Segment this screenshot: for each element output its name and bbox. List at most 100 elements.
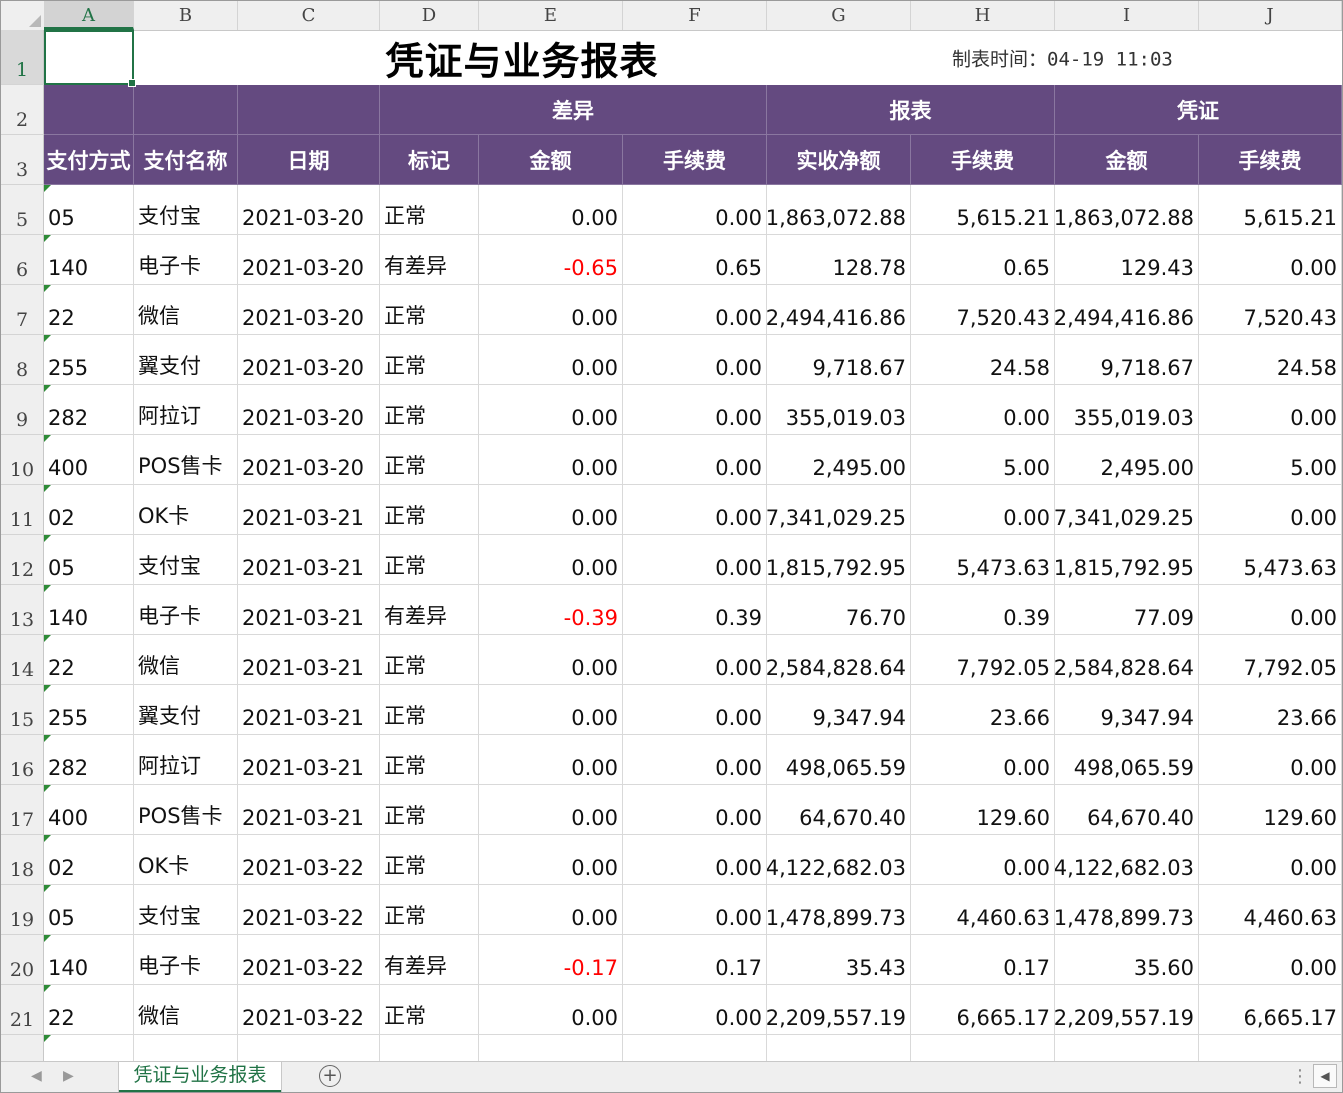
table-cell[interactable]: 翼支付 (134, 685, 238, 735)
row-header[interactable]: 14 (1, 635, 44, 685)
table-cell[interactable]: 255 (44, 685, 134, 735)
table-cell[interactable]: 282 (44, 385, 134, 435)
table-cell[interactable]: 7,341,029.25 (1055, 485, 1199, 535)
table-cell[interactable]: 0.00 (479, 685, 623, 735)
table-cell[interactable]: 4,122,682.03 (1055, 835, 1199, 885)
table-cell[interactable]: 355,019.03 (1055, 385, 1199, 435)
row-header[interactable]: 18 (1, 835, 44, 885)
table-cell[interactable]: 02 (44, 485, 134, 535)
table-cell[interactable]: 电子卡 (134, 235, 238, 285)
row-header-3[interactable]: 3 (1, 135, 44, 185)
table-cell[interactable]: 0.00 (1199, 835, 1342, 885)
table-cell[interactable]: 0.00 (479, 885, 623, 935)
table-cell[interactable]: 05 (44, 885, 134, 935)
table-cell[interactable]: POS售卡 (134, 785, 238, 835)
table-cell[interactable]: 7,792.05 (911, 635, 1055, 685)
table-cell[interactable]: 0.00 (623, 185, 767, 235)
table-cell[interactable]: 2021-03-21 (238, 635, 380, 685)
table-cell[interactable]: 0.00 (911, 835, 1055, 885)
row-header[interactable]: 6 (1, 235, 44, 285)
column-header-f[interactable]: F (623, 1, 767, 30)
table-cell[interactable]: 0.00 (1199, 235, 1342, 285)
table-cell[interactable]: 翼支付 (134, 335, 238, 385)
table-cell[interactable]: 1,863,072.88 (767, 185, 911, 235)
column-header-a[interactable]: A (44, 1, 134, 30)
table-cell[interactable]: 正常 (380, 485, 479, 535)
table-cell[interactable]: 140 (44, 235, 134, 285)
row-header[interactable]: 5 (1, 185, 44, 235)
table-cell[interactable]: -0.39 (479, 585, 623, 635)
empty-cell[interactable] (911, 1035, 1055, 1061)
table-cell[interactable]: 0.65 (623, 235, 767, 285)
table-cell[interactable]: 2021-03-22 (238, 835, 380, 885)
column-header-j[interactable]: J (1199, 1, 1342, 30)
table-cell[interactable]: 阿拉订 (134, 385, 238, 435)
table-cell[interactable]: 0.00 (623, 885, 767, 935)
table-cell[interactable]: 0.00 (479, 335, 623, 385)
table-cell[interactable]: 22 (44, 635, 134, 685)
table-cell[interactable]: 正常 (380, 985, 479, 1035)
table-cell[interactable]: 4,122,682.03 (767, 835, 911, 885)
table-cell[interactable]: 1,815,792.95 (1055, 535, 1199, 585)
table-cell[interactable]: 0.00 (623, 835, 767, 885)
table-cell[interactable]: 1,478,899.73 (767, 885, 911, 935)
table-cell[interactable]: 0.00 (623, 735, 767, 785)
table-cell[interactable]: 400 (44, 435, 134, 485)
table-cell[interactable]: 77.09 (1055, 585, 1199, 635)
table-cell[interactable]: 5,473.63 (911, 535, 1055, 585)
table-cell[interactable]: 400 (44, 785, 134, 835)
column-header-b[interactable]: B (134, 1, 238, 30)
table-cell[interactable]: 2021-03-20 (238, 435, 380, 485)
table-cell[interactable]: 282 (44, 735, 134, 785)
table-cell[interactable]: 2021-03-20 (238, 235, 380, 285)
table-cell[interactable]: -0.17 (479, 935, 623, 985)
column-header-c[interactable]: C (238, 1, 380, 30)
empty-cell[interactable] (479, 1035, 623, 1061)
table-cell[interactable]: 0.39 (623, 585, 767, 635)
table-cell[interactable]: 2021-03-21 (238, 685, 380, 735)
table-cell[interactable]: 正常 (380, 735, 479, 785)
column-header-g[interactable]: G (767, 1, 911, 30)
row-header[interactable]: 11 (1, 485, 44, 535)
table-cell[interactable]: 02 (44, 835, 134, 885)
table-cell[interactable]: 9,718.67 (767, 335, 911, 385)
table-cell[interactable]: 129.60 (911, 785, 1055, 835)
table-cell[interactable]: 6,665.17 (1199, 985, 1342, 1035)
table-cell[interactable]: 0.00 (1199, 735, 1342, 785)
table-cell[interactable]: 128.78 (767, 235, 911, 285)
table-cell[interactable]: 64,670.40 (1055, 785, 1199, 835)
table-cell[interactable]: 9,347.94 (767, 685, 911, 735)
table-cell[interactable]: 22 (44, 985, 134, 1035)
row-header[interactable]: 8 (1, 335, 44, 385)
table-cell[interactable]: 5,615.21 (911, 185, 1055, 235)
table-cell[interactable]: 有差异 (380, 585, 479, 635)
table-cell[interactable]: 0.00 (623, 985, 767, 1035)
row-header[interactable]: 7 (1, 285, 44, 335)
select-all-button[interactable] (1, 1, 45, 30)
selected-cell-a1[interactable] (44, 30, 136, 87)
table-cell[interactable]: 2,494,416.86 (1055, 285, 1199, 335)
table-cell[interactable]: 76.70 (767, 585, 911, 635)
table-cell[interactable]: 9,347.94 (1055, 685, 1199, 735)
table-cell[interactable]: 正常 (380, 385, 479, 435)
table-cell[interactable]: 5,615.21 (1199, 185, 1342, 235)
table-cell[interactable]: 正常 (380, 285, 479, 335)
table-cell[interactable]: 0.00 (1199, 385, 1342, 435)
table-cell[interactable]: 正常 (380, 885, 479, 935)
table-cell[interactable]: 有差异 (380, 935, 479, 985)
table-cell[interactable]: -0.65 (479, 235, 623, 285)
table-cell[interactable]: 4,460.63 (911, 885, 1055, 935)
table-cell[interactable]: 140 (44, 585, 134, 635)
table-cell[interactable]: 0.00 (623, 285, 767, 335)
row-header[interactable]: 16 (1, 735, 44, 785)
table-cell[interactable]: 7,520.43 (1199, 285, 1342, 335)
empty-cell[interactable] (1199, 1035, 1342, 1061)
table-cell[interactable]: 0.00 (479, 735, 623, 785)
empty-cell[interactable] (44, 1035, 134, 1061)
table-cell[interactable]: 正常 (380, 535, 479, 585)
table-cell[interactable]: 2021-03-20 (238, 285, 380, 335)
empty-cell[interactable] (380, 1035, 479, 1061)
scroll-left-icon[interactable]: ◀ (1313, 1064, 1337, 1088)
table-cell[interactable]: 2021-03-21 (238, 535, 380, 585)
table-cell[interactable]: 电子卡 (134, 935, 238, 985)
